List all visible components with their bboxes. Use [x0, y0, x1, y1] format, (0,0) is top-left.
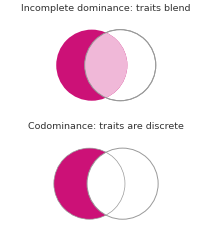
Text: Incomplete dominance: traits blend: Incomplete dominance: traits blend	[21, 4, 191, 13]
Text: Codominance: traits are discrete: Codominance: traits are discrete	[28, 122, 184, 131]
Circle shape	[85, 30, 156, 101]
Circle shape	[87, 148, 158, 219]
Circle shape	[85, 30, 156, 101]
Circle shape	[54, 148, 125, 219]
Circle shape	[56, 30, 127, 101]
